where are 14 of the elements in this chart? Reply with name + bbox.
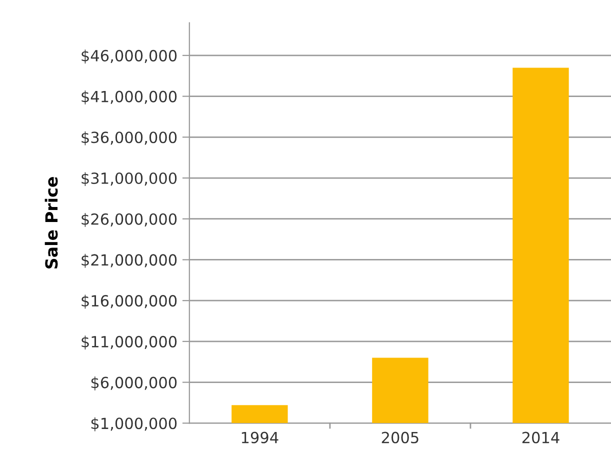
y-tick-label: $46,000,000 (82, 50, 177, 64)
y-tick-label: $1,000,000 (91, 417, 177, 432)
y-tick-label: $26,000,000 (82, 213, 177, 227)
y-tick-label: $36,000,000 (82, 131, 177, 146)
x-tick-label: 1994 (242, 432, 278, 444)
x-tick-label: 2005 (382, 432, 418, 444)
y-tick-label: $6,000,000 (91, 376, 177, 390)
y-tick-label: $11,000,000 (82, 336, 177, 350)
y-tick-label: $16,000,000 (82, 294, 177, 309)
y-tick-label: $21,000,000 (82, 254, 177, 268)
x-tick-label: 2014 (522, 432, 560, 444)
y-tick-label: $41,000,000 (82, 90, 177, 104)
y-tick-label: $31,000,000 (82, 172, 177, 186)
y-axis-title: Sale Price (44, 177, 58, 268)
